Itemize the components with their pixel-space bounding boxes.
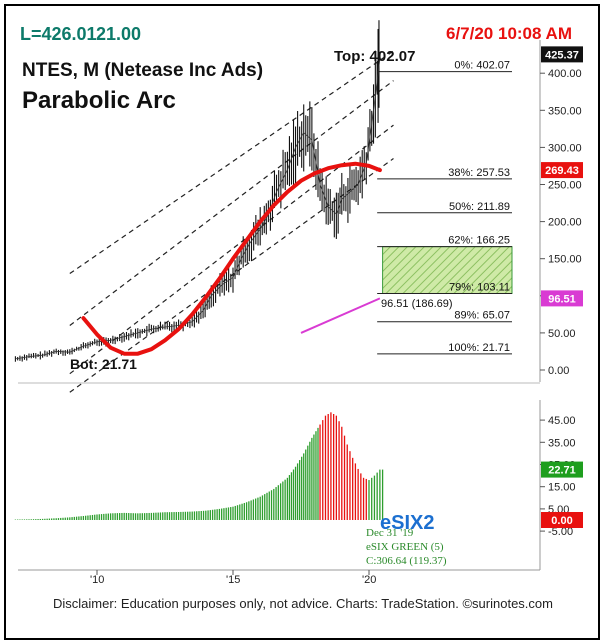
time-tick-label: '15 (226, 574, 240, 586)
indicator-badge (541, 461, 583, 478)
price-badge (541, 162, 583, 179)
price-badge-label: 425.37 (545, 49, 579, 61)
indicator-info-close: C:306.64 (119.37) (366, 555, 447, 567)
pink-line-label: 96.51 (186.69) (381, 298, 453, 310)
indicator-info-name: eSIX GREEN (5) (366, 541, 444, 553)
price-tick-label: 150.00 (548, 254, 582, 266)
price-tick-label: 50.00 (548, 328, 576, 340)
price-badge-label: 96.51 (548, 293, 576, 305)
indicator-tick-label: 45.00 (548, 415, 576, 427)
fib-label: 100%: 21.71 (448, 342, 510, 354)
indicator-tick-label: 15.00 (548, 482, 576, 494)
symbol-title: NTES, M (Netease Inc Ads) (22, 60, 264, 81)
fib-label: 89%: 65.07 (454, 310, 510, 322)
time-tick-label: '20 (362, 574, 376, 586)
price-tick-label: 200.00 (548, 217, 582, 229)
price-badge (541, 46, 583, 63)
indicator-name: eSIX2 (380, 512, 435, 534)
fib-label: 62%: 166.25 (448, 235, 510, 247)
fib-label: 79%: 103.11 (449, 281, 510, 293)
study-title: Parabolic Arc (22, 87, 176, 114)
price-tick-label: 300.00 (548, 142, 582, 154)
price-tick-label: 350.00 (548, 105, 582, 117)
price-tick-label: 250.00 (548, 180, 582, 192)
price-tick-label: 0.00 (548, 365, 569, 377)
last-change: 21.00 (96, 24, 142, 44)
disclaimer: Disclaimer: Education purposes only, not… (53, 596, 553, 611)
indicator-tick-label: -5.00 (548, 526, 573, 538)
indicator-info-date: Dec 31 '19 (366, 527, 414, 539)
channel-line (69, 124, 394, 375)
last-price: L=426.01 (20, 24, 97, 44)
fib-label: 38%: 257.53 (448, 167, 510, 179)
indicator-tick-label: 35.00 (548, 437, 576, 449)
top-label: Top: 402.07 (334, 48, 416, 65)
fib-zone-62-79 (382, 246, 513, 294)
price-tick-label: 400.00 (548, 68, 582, 80)
channel-line (69, 80, 394, 326)
channel-line (69, 50, 394, 275)
pink-trend-line (300, 297, 381, 334)
fib-label: 0%: 402.07 (454, 60, 510, 72)
indicator-badge (541, 512, 583, 528)
price-badge (541, 290, 583, 307)
date-time: 6/7/20 10:08 AM (446, 24, 572, 43)
price-badge-label: 269.43 (545, 165, 579, 177)
fib-label: 50%: 211.89 (449, 201, 510, 213)
parabolic-arc (81, 161, 382, 356)
time-tick-label: '10 (90, 574, 104, 586)
indicator-badge-label: 22.71 (548, 465, 576, 477)
bot-label: Bot: 21.71 (70, 356, 137, 372)
price-series-line (15, 58, 381, 360)
indicator-badge-label: 0.00 (551, 515, 572, 527)
